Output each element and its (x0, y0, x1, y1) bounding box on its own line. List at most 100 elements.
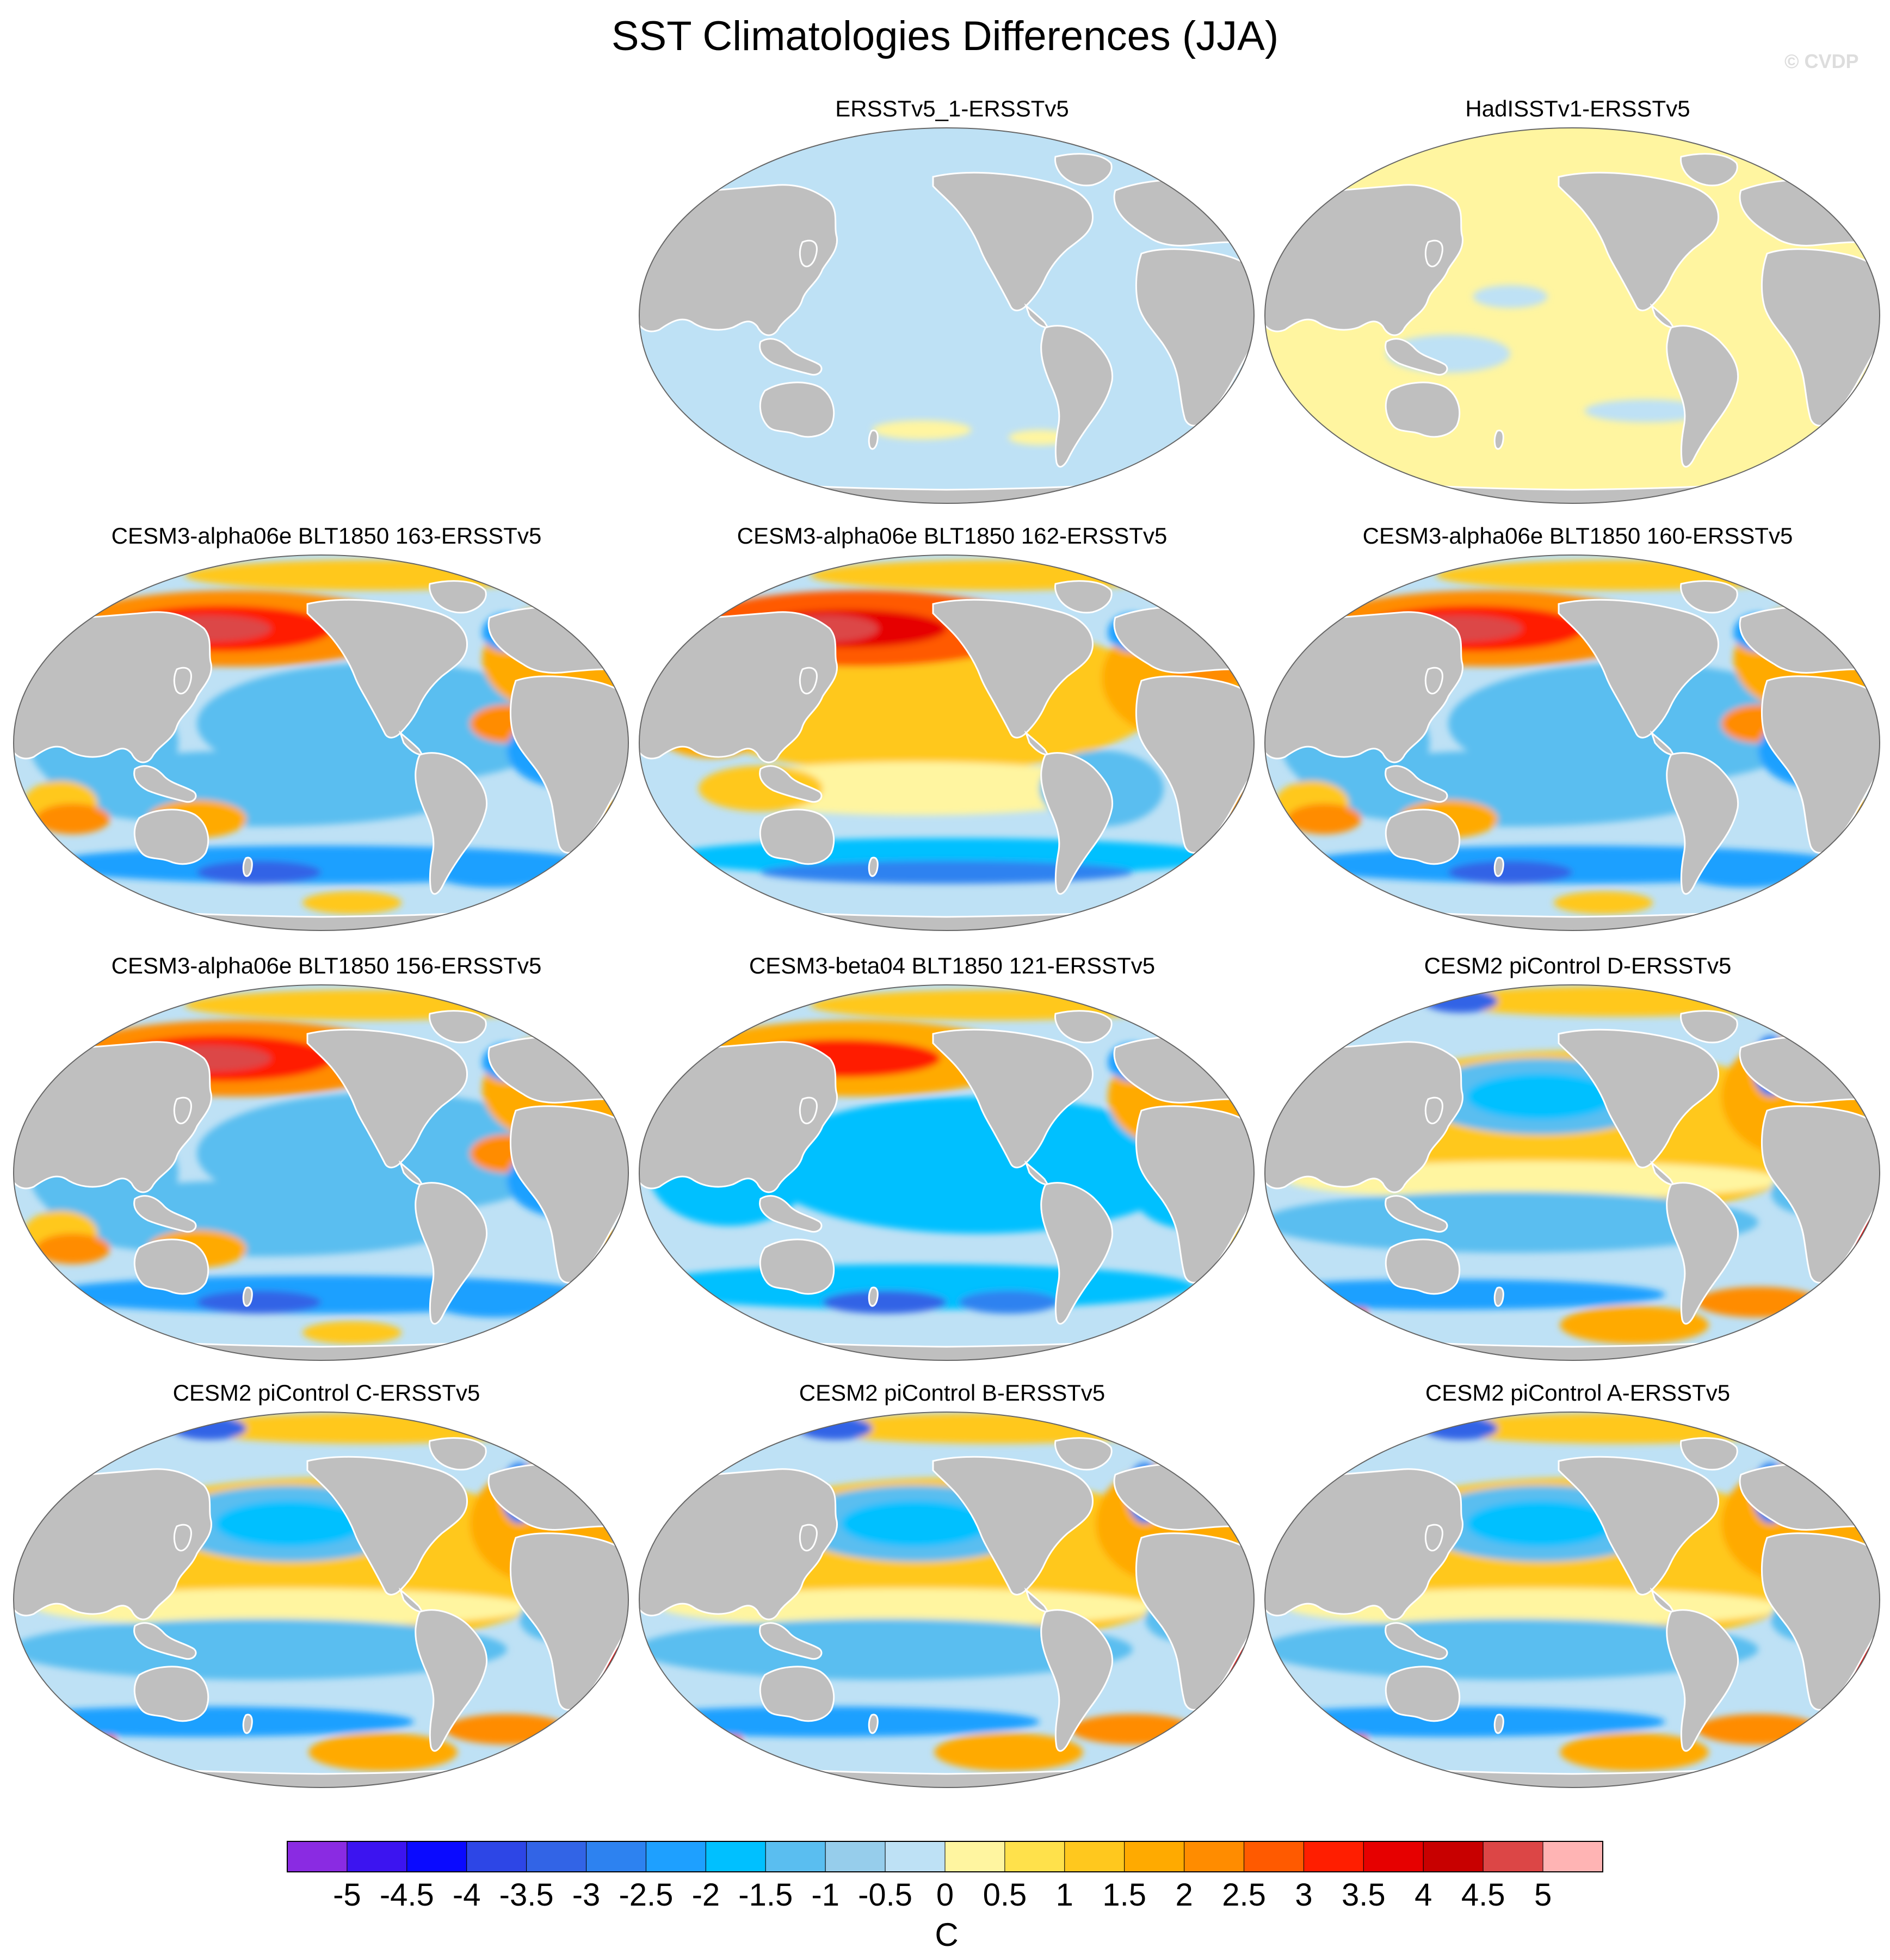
colorbar-tick-label: 1 (1055, 1877, 1073, 1913)
land-mass (759, 1195, 823, 1233)
anomaly-region (810, 990, 1183, 1020)
map-content (14, 555, 628, 930)
anomaly-region (810, 560, 1183, 590)
panel-title: HadISSTv1-ERSSTv5 (1465, 96, 1690, 121)
anomaly-region (302, 891, 402, 914)
colorbar-tick-label: 3.5 (1342, 1877, 1386, 1913)
colorbar-box (1124, 1841, 1185, 1872)
land-mass (1385, 1666, 1461, 1722)
land-mass (1493, 856, 1504, 877)
colorbar-box (705, 1841, 766, 1872)
colorbar-tick-label: 4.5 (1461, 1877, 1505, 1913)
sst-difference-map (639, 554, 1255, 931)
colorbar-outline (287, 1841, 1603, 1872)
colorbar-tick-label: -5 (333, 1877, 361, 1913)
land-mass (799, 667, 818, 694)
map-panel: CESM3-alpha06e BLT1850 163-ERSSTv5 (11, 522, 642, 952)
colorbar-box (1184, 1841, 1245, 1872)
map-frame (13, 1412, 629, 1788)
colorbar: -5 -4.5 -4 -3.5 -3 -2.5 -2 -1.5 -1 -0.5 0 0.5 1 1.5 2 2… (0, 1834, 1890, 1960)
colorbar-tick-label: -0.5 (858, 1877, 913, 1913)
anomaly-region (197, 861, 321, 884)
colorbar-box (347, 1841, 407, 1872)
map-frame (639, 554, 1255, 931)
land-mass (868, 1286, 879, 1307)
colorbar-tick-label: -4 (452, 1877, 481, 1913)
map-panel: CESM2 piControl C-ERSSTv5 (11, 1379, 642, 1809)
anomaly-region (1553, 891, 1653, 914)
colorbar-box (466, 1841, 527, 1872)
land-mass (1558, 171, 1719, 311)
colorbar-box (1004, 1841, 1065, 1872)
map-frame (639, 984, 1255, 1361)
land-mass (639, 184, 838, 336)
land-mass (1040, 752, 1114, 895)
panel-title: CESM3-alpha06e BLT1850 156-ERSSTv5 (111, 953, 542, 978)
sst-difference-map (1264, 554, 1880, 931)
colorbar-tick-label: 0.5 (983, 1877, 1027, 1913)
panel-title: CESM3-alpha06e BLT1850 160-ERSSTv5 (1362, 523, 1793, 548)
land-mass (173, 1524, 192, 1551)
colorbar-box (1363, 1841, 1424, 1872)
land-mass (1385, 338, 1448, 376)
land-mass (1424, 667, 1443, 694)
anomaly-region (1467, 1074, 1616, 1119)
land-mass (759, 338, 823, 376)
anomaly-region (1009, 430, 1071, 445)
chart-title: SST Climatologies Differences (JJA) (611, 13, 1279, 59)
land-mass (1054, 1010, 1113, 1044)
sst-difference-map (1264, 1412, 1880, 1788)
anomaly-region (215, 1501, 365, 1546)
land-mass (14, 1041, 212, 1193)
map-content (1265, 128, 1880, 503)
sst-difference-map (1264, 127, 1880, 504)
anomaly-region (959, 1291, 1059, 1314)
land-mass (1054, 153, 1113, 187)
land-mass (1558, 1028, 1719, 1168)
sst-difference-map (639, 1412, 1255, 1788)
colorbar-box (1303, 1841, 1364, 1872)
sst-difference-map (1264, 984, 1880, 1361)
panel-title: CESM3-beta04 BLT1850 121-ERSSTv5 (749, 953, 1156, 978)
land-mass (1680, 153, 1738, 187)
anomaly-region (823, 1291, 947, 1314)
map-frame (1264, 554, 1880, 931)
colorbar-tick-label: 5 (1534, 1877, 1552, 1913)
land-mass (868, 856, 879, 877)
colorbar-tick-label: 3 (1295, 1877, 1313, 1913)
colorbar-units-label: C (935, 1916, 959, 1953)
anomaly-region (1473, 285, 1548, 308)
colorbar-box (1483, 1841, 1543, 1872)
panel-title: CESM3-alpha06e BLT1850 162-ERSSTv5 (737, 523, 1168, 548)
land-mass (306, 1456, 468, 1595)
colorbar-box (1064, 1841, 1125, 1872)
land-mass (799, 1524, 818, 1551)
land-mass (1385, 809, 1461, 865)
land-mass (415, 752, 488, 895)
colorbar-box (825, 1841, 886, 1872)
land-mass (1040, 1609, 1114, 1752)
anomaly-region (841, 1501, 990, 1546)
anomaly-region (1560, 1306, 1709, 1344)
land-mass (1265, 184, 1463, 336)
colorbar-tick-label: 0 (936, 1877, 954, 1913)
anomaly-region (445, 1714, 569, 1745)
anomaly-region (172, 1417, 247, 1440)
colorbar-box (1542, 1841, 1603, 1872)
land-mass (1666, 752, 1739, 895)
panel-title: ERSSTv5_1-ERSSTv5 (835, 96, 1069, 121)
panel-title: CESM2 piControl B-ERSSTv5 (799, 1380, 1105, 1406)
anomaly-region (433, 1287, 557, 1317)
land-mass (133, 1238, 209, 1295)
colorbar-tick-label: 4 (1415, 1877, 1432, 1913)
land-mass (1680, 1437, 1738, 1471)
land-mass (1493, 429, 1504, 450)
anomaly-region (308, 1733, 458, 1771)
land-mass (1385, 381, 1461, 438)
land-mass (1040, 1182, 1114, 1325)
land-mass (242, 856, 253, 877)
colorbar-tick-label: -2 (691, 1877, 720, 1913)
land-mass (1265, 611, 1463, 763)
land-mass (759, 765, 823, 803)
land-mass (932, 599, 1094, 738)
